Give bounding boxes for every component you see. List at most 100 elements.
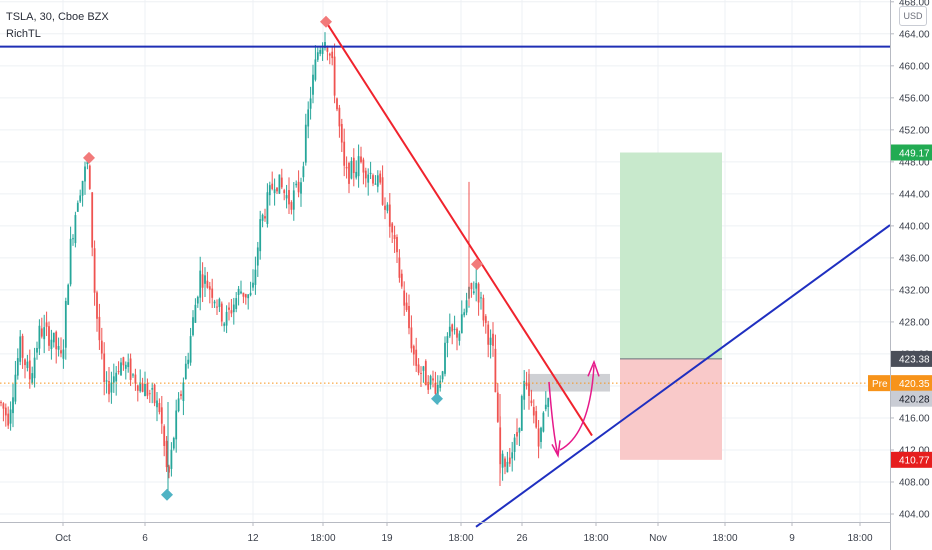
position-tool[interactable] <box>528 152 722 460</box>
candle-body <box>172 437 175 449</box>
pivot-low-marker <box>161 488 173 501</box>
candle-body <box>175 410 178 440</box>
candle-body <box>110 382 113 393</box>
x-tick-label-11: 18:00 <box>847 533 872 544</box>
candle-body <box>540 427 542 442</box>
x-tick-label-6: 26 <box>516 533 528 544</box>
candle-body <box>494 348 497 393</box>
candle-body <box>297 181 300 193</box>
candle-body <box>242 292 245 297</box>
candle-body <box>530 400 533 404</box>
candle-body <box>348 163 350 184</box>
stop-zone <box>620 358 722 460</box>
currency-button[interactable]: USD <box>899 6 927 26</box>
candle-body <box>331 51 334 59</box>
candle-body <box>458 333 461 341</box>
candle-body <box>542 412 545 432</box>
candle-body <box>535 411 538 428</box>
candle-body <box>295 183 298 186</box>
candle-body <box>367 174 370 183</box>
candle-body <box>158 403 161 413</box>
candle-body <box>208 286 211 290</box>
candle-body <box>100 340 103 354</box>
candle-body <box>40 328 43 337</box>
candle-body <box>98 316 101 341</box>
x-tick-label-0: Oct <box>55 533 71 544</box>
candle-body <box>141 383 144 392</box>
x-tick-label-4: 19 <box>381 533 393 544</box>
indicator-name[interactable]: RichTL <box>6 28 41 40</box>
pivot-high-marker <box>320 15 332 28</box>
candle-body <box>338 107 341 127</box>
candle-body <box>218 298 221 307</box>
pivot-high-marker <box>83 151 95 164</box>
candle-body <box>259 219 262 252</box>
candle-body <box>84 166 86 182</box>
candle-body <box>482 297 485 321</box>
candle-body <box>343 141 346 166</box>
candle-body <box>237 288 240 295</box>
price-label-bg-2 <box>868 375 890 392</box>
candle-body <box>148 393 151 395</box>
candle-body <box>55 331 58 350</box>
price-label-bg-0 <box>891 144 932 161</box>
candle-body <box>355 171 358 178</box>
candle-body <box>132 374 134 376</box>
candle-body <box>88 165 91 189</box>
candle-body <box>120 362 122 376</box>
candle-body <box>379 173 382 183</box>
candle-body <box>328 53 331 56</box>
candle-body <box>163 426 166 446</box>
candle-body <box>422 366 425 371</box>
y-tick-label-3: 416.00 <box>899 413 930 424</box>
target-zone <box>620 152 722 359</box>
candle-body <box>26 361 29 368</box>
candle-body <box>480 297 482 299</box>
x-tick-label-1: 6 <box>142 533 148 544</box>
candle-body <box>79 195 82 202</box>
candle-body <box>283 190 286 194</box>
candle-body <box>475 282 478 289</box>
candle-body <box>57 346 60 350</box>
x-tick-label-3: 18:00 <box>310 533 335 544</box>
y-tick-label-11: 448.00 <box>899 157 930 168</box>
candle-body <box>547 397 550 408</box>
y-tick-label-12: 452.00 <box>899 125 930 136</box>
price-label-0: 449.17 <box>899 148 930 159</box>
candle-body <box>326 46 329 52</box>
candle-body <box>412 346 415 355</box>
downtrend-line <box>325 21 593 437</box>
candle-body <box>436 384 439 397</box>
candle-body <box>372 175 374 184</box>
candle-body <box>124 364 127 369</box>
candle-body <box>352 157 355 174</box>
candle-body <box>235 298 238 309</box>
projection-arrow-head <box>587 359 600 377</box>
candle-body <box>292 190 295 210</box>
candle-body <box>168 466 170 473</box>
candle-body <box>312 74 314 95</box>
candle-body <box>501 453 504 468</box>
candle-body <box>369 172 372 174</box>
candle-body <box>465 300 468 313</box>
candle-body <box>256 247 259 266</box>
candles <box>0 32 550 492</box>
candle-body <box>268 185 271 196</box>
candle-body <box>508 457 511 464</box>
candle-body <box>290 202 293 210</box>
candle-body <box>513 437 516 452</box>
candle-body <box>266 192 269 224</box>
drawings[interactable] <box>0 15 891 528</box>
price-label-bg-5 <box>891 451 932 468</box>
x-tick-label-9: 18:00 <box>712 533 737 544</box>
candle-body <box>28 360 31 380</box>
price-labels: 449.17 423.38 Pre 420.35 420.28 410.77 <box>868 144 932 468</box>
candle-body <box>460 314 463 334</box>
x-tick-label-8: Nov <box>649 533 667 544</box>
candle-body <box>441 371 444 380</box>
candle-body <box>516 432 518 437</box>
candle-body <box>489 337 492 345</box>
candle-body <box>194 304 197 323</box>
